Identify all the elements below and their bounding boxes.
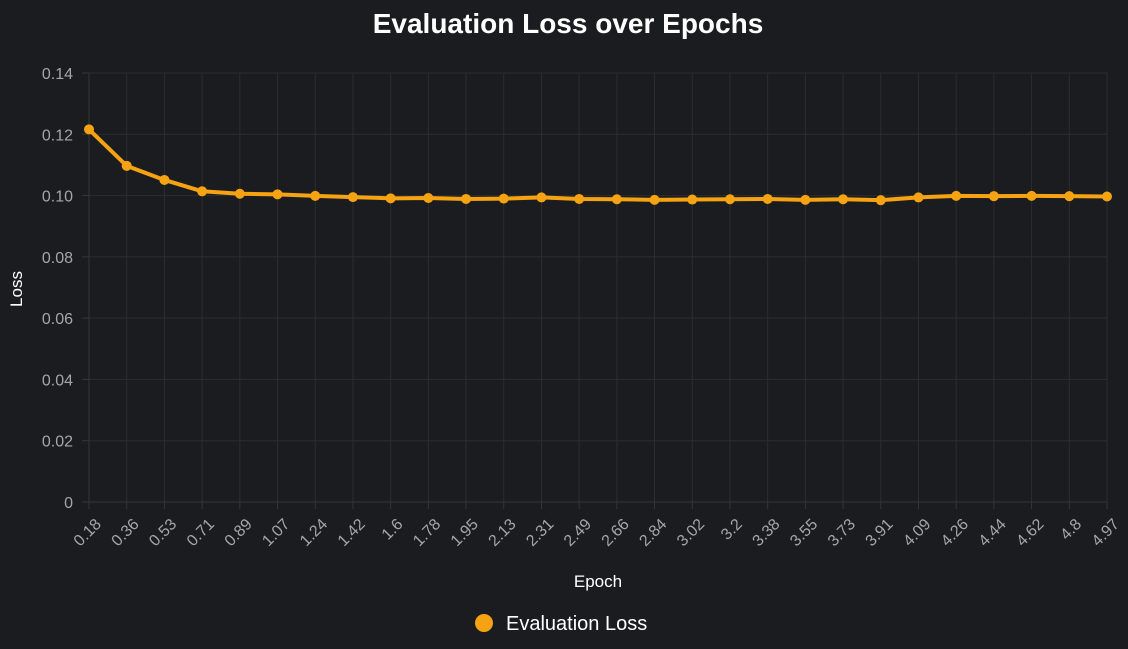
data-point[interactable] [498, 193, 509, 204]
data-point[interactable] [536, 192, 547, 203]
data-point[interactable] [234, 188, 245, 199]
y-tick-label: 0 [64, 495, 73, 512]
x-tick-label: 3.91 [863, 516, 897, 550]
series-line [87, 127, 1109, 203]
legend-label[interactable]: Evaluation Loss [506, 613, 647, 635]
x-tick-label: 4.09 [900, 516, 934, 550]
x-axis-label: Epoch [574, 572, 622, 591]
data-point[interactable] [385, 193, 396, 204]
x-tick-label: 0.18 [71, 516, 105, 550]
y-tick-label: 0.10 [42, 189, 73, 206]
x-tick-label: 1.95 [448, 516, 482, 550]
x-tick-label: 3.73 [825, 516, 859, 550]
data-point[interactable] [197, 186, 208, 197]
data-point[interactable] [121, 160, 132, 171]
axes [88, 73, 1107, 503]
x-tick-label: 2.31 [523, 516, 557, 550]
data-point[interactable] [649, 194, 660, 205]
x-tick-label: 0.89 [222, 516, 256, 550]
x-tick-label: 2.13 [486, 516, 520, 550]
x-tick-label: 1.6 [379, 516, 407, 544]
data-point[interactable] [1102, 191, 1112, 202]
y-tick-label: 0.08 [42, 250, 73, 267]
x-tick-label: 0.71 [184, 516, 218, 550]
data-point[interactable] [800, 194, 811, 205]
data-point[interactable] [272, 189, 283, 200]
y-tick-label: 0.02 [42, 434, 73, 451]
x-tick-label: 4.62 [1013, 516, 1047, 550]
data-point[interactable] [310, 190, 321, 201]
data-point[interactable] [838, 194, 849, 205]
x-tick-label: 0.36 [109, 516, 143, 550]
x-tick-label: 1.24 [297, 516, 331, 550]
y-axis-ticks: 0 0.02 0.04 0.06 0.08 0.10 0.12 0.14 [42, 66, 89, 512]
x-tick-label: 3.55 [787, 516, 821, 550]
data-point[interactable] [724, 194, 735, 205]
legend-marker[interactable] [475, 614, 493, 632]
data-point[interactable] [574, 193, 585, 204]
data-point[interactable] [461, 193, 472, 204]
data-point[interactable] [875, 195, 886, 206]
x-tick-label: 2.49 [561, 516, 595, 550]
x-tick-label: 3.38 [750, 516, 784, 550]
chart-title: Evaluation Loss over Epochs [373, 8, 764, 39]
legend[interactable]: Evaluation Loss [475, 613, 647, 635]
y-tick-label: 0.14 [42, 66, 73, 83]
y-tick-label: 0.06 [42, 311, 73, 328]
y-tick-label: 0.04 [42, 372, 73, 389]
data-point[interactable] [1064, 191, 1075, 202]
x-tick-label: 4.44 [976, 516, 1010, 550]
x-tick-label: 4.26 [938, 516, 972, 550]
grid-lines [88, 72, 1108, 503]
x-tick-label: 4.8 [1057, 516, 1085, 544]
x-tick-label: 1.42 [335, 516, 369, 550]
data-point[interactable] [951, 190, 962, 201]
data-point[interactable] [347, 192, 358, 203]
data-point[interactable] [913, 192, 924, 203]
x-tick-label: 0.53 [146, 516, 180, 550]
x-tick-label: 2.84 [636, 516, 670, 550]
data-point[interactable] [423, 193, 434, 204]
series-layer [84, 124, 1112, 206]
x-axis-ticks: 0.18 0.36 0.53 0.71 0.89 1.07 1.24 1.42 1.6 1.78 1… [71, 502, 1123, 550]
x-tick-label: 4.97 [1089, 516, 1123, 550]
x-tick-label: 1.78 [410, 516, 444, 550]
x-tick-label: 1.07 [259, 516, 293, 550]
y-axis-label: Loss [7, 271, 26, 307]
data-point[interactable] [762, 193, 773, 204]
y-tick-label: 0.12 [42, 127, 73, 144]
data-point[interactable] [687, 194, 698, 205]
x-tick-label: 3.2 [718, 516, 746, 544]
x-tick-label: 3.02 [674, 516, 708, 550]
data-point[interactable] [84, 124, 94, 135]
data-point[interactable] [611, 194, 622, 205]
data-point[interactable] [988, 191, 999, 202]
x-tick-label: 2.66 [599, 516, 633, 550]
data-point[interactable] [1026, 190, 1037, 201]
data-point[interactable] [159, 174, 170, 185]
